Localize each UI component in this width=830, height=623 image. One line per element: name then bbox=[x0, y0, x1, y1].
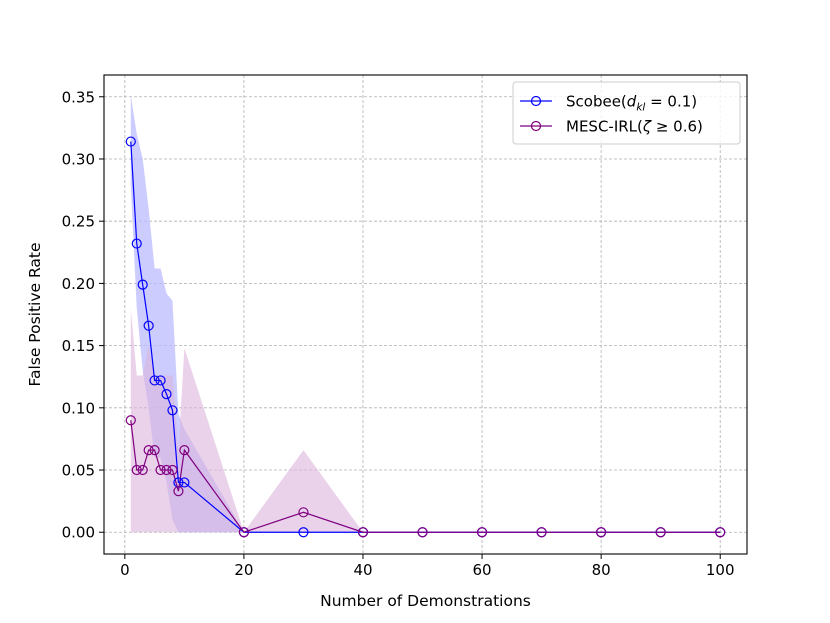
marker-series-1 bbox=[167, 464, 178, 476]
marker-series-0 bbox=[298, 527, 309, 538]
marker-series-1 bbox=[125, 415, 136, 426]
marker-series-1 bbox=[476, 527, 488, 538]
marker-series-0 bbox=[179, 477, 190, 488]
y-tick-label: 0.20 bbox=[62, 275, 95, 293]
marker-series-1 bbox=[179, 445, 190, 456]
marker-series-1 bbox=[143, 445, 154, 456]
legend-marker-scobee bbox=[530, 95, 542, 107]
band-series-1 bbox=[130, 308, 721, 533]
legend-label-mesc-irl-var: ζ bbox=[642, 118, 652, 136]
marker-series-1 bbox=[149, 445, 160, 456]
series-lines bbox=[130, 141, 721, 533]
legend-label-scobee-var: d bbox=[627, 93, 637, 111]
plot-frame bbox=[103, 74, 748, 555]
y-tick-label: 0.15 bbox=[62, 337, 95, 355]
axis-ticks: 0 20 40 60 80 100 0.00 0.05 0.10 0.15 0.20 0.25 0.30… bbox=[62, 88, 735, 579]
marker-series-1 bbox=[357, 527, 369, 538]
marker-series-0 bbox=[155, 375, 166, 386]
y-tick-label: 0.00 bbox=[62, 524, 95, 542]
y-tick-label: 0.25 bbox=[62, 213, 95, 231]
x-tick-label: 80 bbox=[592, 561, 611, 579]
marker-series-1 bbox=[298, 507, 309, 518]
marker-series-0 bbox=[143, 320, 154, 331]
legend: Scobee(dkl = 0.1) MESC-IRL(ζ ≥ 0.6) bbox=[512, 81, 741, 145]
marker-series-1 bbox=[655, 527, 666, 538]
x-tick-label: 0 bbox=[120, 561, 130, 579]
x-tick-label: 60 bbox=[473, 561, 492, 579]
y-tick-label: 0.30 bbox=[62, 150, 95, 168]
legend-label-scobee-sub: kl bbox=[636, 102, 645, 114]
legend-marker-mesc-irl bbox=[530, 120, 542, 132]
marker-series-1 bbox=[161, 464, 172, 476]
marker-series-1 bbox=[417, 527, 428, 538]
legend-label-mesc-irl-suffix: ≥ 0.6) bbox=[651, 118, 703, 136]
marker-series-1 bbox=[131, 464, 142, 476]
marker-series-0 bbox=[137, 279, 148, 290]
legend-label-mesc-irl: MESC-IRL(ζ ≥ 0.6) bbox=[566, 118, 703, 136]
x-axis-title: Number of Demonstrations bbox=[320, 592, 531, 610]
legend-label-scobee: Scobee(dkl = 0.1) bbox=[566, 93, 697, 114]
marker-series-0 bbox=[131, 238, 142, 249]
legend-box bbox=[512, 81, 741, 145]
marker-series-1 bbox=[715, 527, 726, 538]
marker-series-0 bbox=[149, 375, 160, 386]
y-tick-label: 0.35 bbox=[62, 88, 95, 106]
marker-series-1 bbox=[155, 464, 166, 476]
line-series-1 bbox=[130, 420, 721, 533]
x-tick-label: 20 bbox=[234, 561, 253, 579]
legend-entry-mesc-irl: MESC-IRL(ζ ≥ 0.6) bbox=[520, 118, 703, 136]
legend-label-mesc-irl-prefix: MESC-IRL( bbox=[566, 118, 643, 136]
y-tick-label: 0.10 bbox=[62, 399, 95, 417]
y-axis-title: False Positive Rate bbox=[26, 242, 44, 386]
confidence-bands bbox=[130, 95, 721, 533]
marker-series-1 bbox=[137, 464, 148, 476]
marker-series-1 bbox=[238, 527, 250, 538]
marker-series-0 bbox=[125, 136, 136, 147]
marker-series-1 bbox=[173, 486, 184, 497]
y-tick-label: 0.05 bbox=[62, 462, 95, 480]
marker-series-0 bbox=[167, 405, 178, 416]
marker-series-1 bbox=[596, 527, 607, 538]
legend-label-scobee-prefix: Scobee( bbox=[566, 93, 627, 111]
x-tick-label: 100 bbox=[706, 561, 735, 579]
marker-series-0 bbox=[161, 389, 172, 400]
series-markers bbox=[125, 136, 726, 538]
legend-label-scobee-suffix: = 0.1) bbox=[645, 93, 697, 111]
x-tick-label: 40 bbox=[353, 561, 372, 579]
marker-series-1 bbox=[536, 527, 547, 538]
legend-entry-scobee: Scobee(dkl = 0.1) bbox=[520, 93, 697, 114]
